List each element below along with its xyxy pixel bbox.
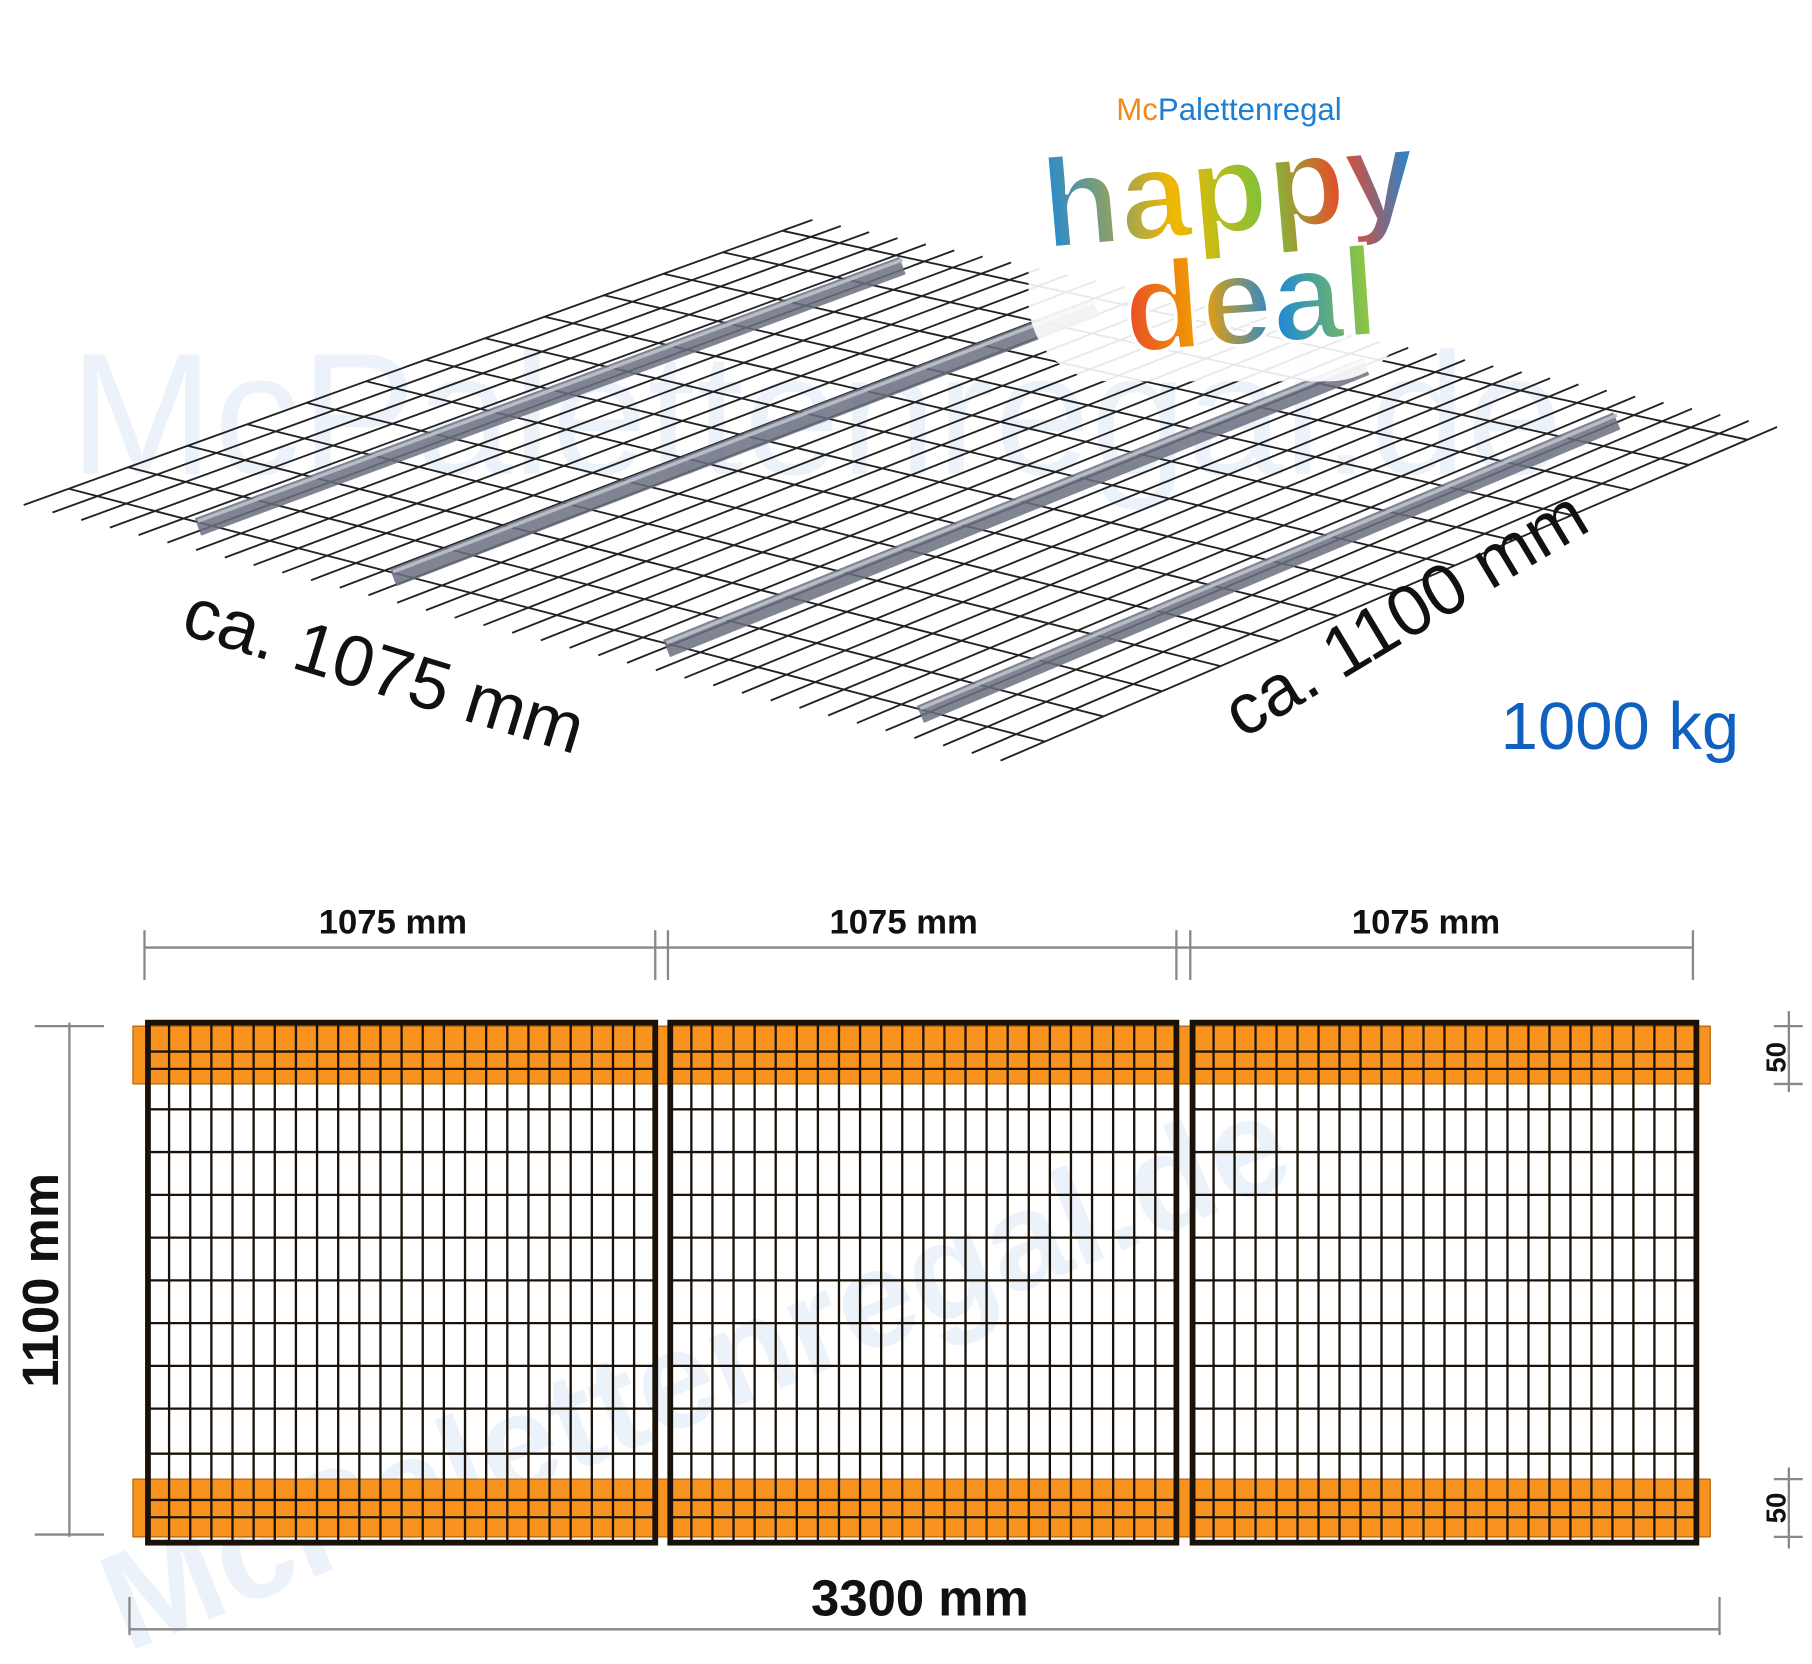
beam-label: 50 <box>1760 1042 1791 1073</box>
mesh-wire <box>544 315 1514 542</box>
mesh-wire <box>128 466 1104 718</box>
channel <box>389 298 1099 587</box>
mesh-wire <box>23 219 813 506</box>
mesh-wire <box>109 237 898 529</box>
beam-label: 50 <box>1760 1493 1791 1524</box>
mesh-wire <box>684 359 1466 679</box>
mesh-wire <box>195 255 983 552</box>
mesh-wire <box>306 401 1280 642</box>
channel <box>663 357 1370 658</box>
mesh-wire <box>663 272 1631 491</box>
mesh-wire <box>80 231 870 521</box>
logo-deal: deal <box>1119 220 1383 379</box>
mesh-wire <box>1000 426 1778 762</box>
mesh-wire <box>224 261 1012 559</box>
watermark-text: McPalettenregal.de <box>80 1063 1310 1664</box>
mesh-wire <box>971 420 1750 754</box>
mesh-wire <box>856 395 1636 724</box>
mesh-wire <box>253 267 1040 567</box>
channel-edge <box>392 300 1097 574</box>
mesh-wire <box>484 337 1455 567</box>
mesh-wire <box>655 353 1437 672</box>
channel-edge <box>919 413 1618 711</box>
logo: Mc Palettenregal happy deal <box>1028 80 1423 382</box>
mesh-wire <box>68 487 1046 743</box>
mesh-wire <box>425 358 1397 592</box>
mesh-wire <box>540 328 1324 642</box>
mesh-wire <box>712 365 1494 687</box>
logo-name: Palettenregal <box>1158 92 1342 127</box>
mesh-wire <box>942 413 1721 747</box>
logo-bg <box>1028 80 1410 382</box>
logo-prefix: Mc <box>1116 92 1158 127</box>
logo-happy: happy <box>1036 101 1422 275</box>
mesh-wire <box>138 243 927 536</box>
panel-width-label: 1075 mm <box>319 904 467 942</box>
mesh-wire <box>827 389 1608 717</box>
plan-view <box>34 930 1803 1636</box>
mesh-wire <box>741 371 1523 694</box>
mesh-wire <box>913 407 1693 739</box>
mesh-wire <box>365 380 1338 617</box>
channel <box>916 412 1621 723</box>
mesh-wire <box>187 444 1163 693</box>
panel-width-label: 1075 mm <box>1352 904 1500 942</box>
mesh-wire <box>310 279 1097 582</box>
mesh-wire <box>52 225 842 514</box>
mesh-wire <box>281 273 1069 574</box>
mesh-wire <box>597 340 1381 657</box>
width-label: ca. 1075 mm <box>174 572 593 770</box>
channel-edge <box>665 358 1367 645</box>
mesh-wire <box>246 423 1221 668</box>
mesh-wire <box>770 377 1551 702</box>
channel <box>194 256 906 536</box>
beam <box>132 1025 1711 1085</box>
plan-depth-label: 1100 mm <box>12 1173 69 1388</box>
panel-width-label: 1075 mm <box>830 904 978 942</box>
mesh-wire <box>799 383 1579 709</box>
mesh-wire <box>569 334 1352 649</box>
load-label: 1000 kg <box>1501 689 1739 764</box>
channel-edge <box>197 258 904 523</box>
beam <box>132 1478 1711 1538</box>
total-width-label: 3300 mm <box>811 1569 1029 1626</box>
mesh-wire <box>603 294 1573 517</box>
